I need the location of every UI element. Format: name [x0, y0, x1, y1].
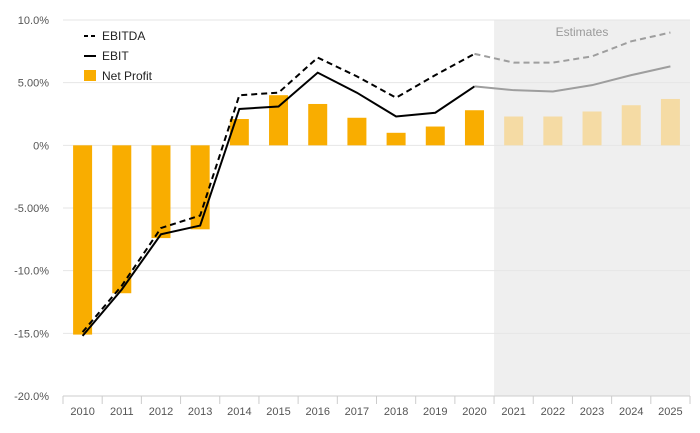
x-tick-label: 2019 [423, 406, 447, 418]
net-profit-bar [347, 117, 367, 146]
legend-ebit-label: EBIT [102, 49, 129, 63]
legend-net-profit-label: Net Profit [102, 69, 153, 83]
legend-ebitda-label: EBITDA [102, 29, 145, 43]
estimates-label: Estimates [556, 25, 609, 39]
y-tick-label: 0% [33, 140, 49, 152]
net-profit-bar [621, 105, 641, 146]
x-tick-label: 2016 [305, 406, 329, 418]
x-tick-label: 2010 [70, 406, 94, 418]
net-profit-bar [425, 126, 445, 146]
x-tick-label: 2024 [619, 406, 643, 418]
x-tick-label: 2014 [227, 406, 251, 418]
x-tick-label: 2012 [149, 406, 173, 418]
x-tick-label: 2015 [266, 406, 290, 418]
line-series-layer [81, 31, 671, 337]
net-profit-bar [660, 98, 680, 146]
net-profit-bar [73, 145, 93, 335]
x-tick-label: 2018 [384, 406, 408, 418]
x-tick-label: 2020 [462, 406, 486, 418]
net-profit-bar [151, 145, 171, 239]
y-tick-label: -10.0% [14, 266, 49, 278]
ebitda-line-estimate [474, 31, 671, 64]
net-profit-bar [112, 145, 132, 294]
net-profit-bar [386, 132, 406, 146]
y-tick-label: -20.0% [14, 391, 49, 403]
y-tick-label: -5.00% [14, 203, 49, 215]
y-tick-label: 5.00% [18, 78, 49, 90]
ebitda-line-actual [81, 52, 475, 333]
legend-net-profit-swatch [84, 70, 96, 81]
ebit-line-actual [81, 71, 476, 337]
legend: EBITDA EBIT Net Profit [84, 29, 153, 83]
x-tick-label: 2025 [658, 406, 682, 418]
net-profit-bar [543, 116, 563, 146]
net-profit-bar [229, 119, 249, 146]
x-tick-label: 2023 [580, 406, 604, 418]
x-tick-label: 2017 [345, 406, 369, 418]
x-tick-label: 2011 [110, 406, 134, 418]
ebit-line-estimate [474, 65, 671, 93]
x-tick-label: 2022 [541, 406, 565, 418]
x-tick-label: 2013 [188, 406, 212, 418]
net-profit-bars [73, 95, 680, 335]
net-profit-bar [582, 111, 602, 146]
axes-layer: 2010 2011 2012 2013 2014 2015 2016 2017 2018 2019… [62, 395, 691, 418]
net-profit-bar [504, 116, 524, 146]
y-tick-label: -15.0% [14, 328, 49, 340]
y-tick-label: 10.0% [18, 15, 49, 27]
net-profit-bar [308, 103, 328, 146]
net-profit-bar [464, 110, 484, 146]
x-tick-label: 2021 [501, 406, 525, 418]
net-profit-bar [269, 95, 289, 146]
